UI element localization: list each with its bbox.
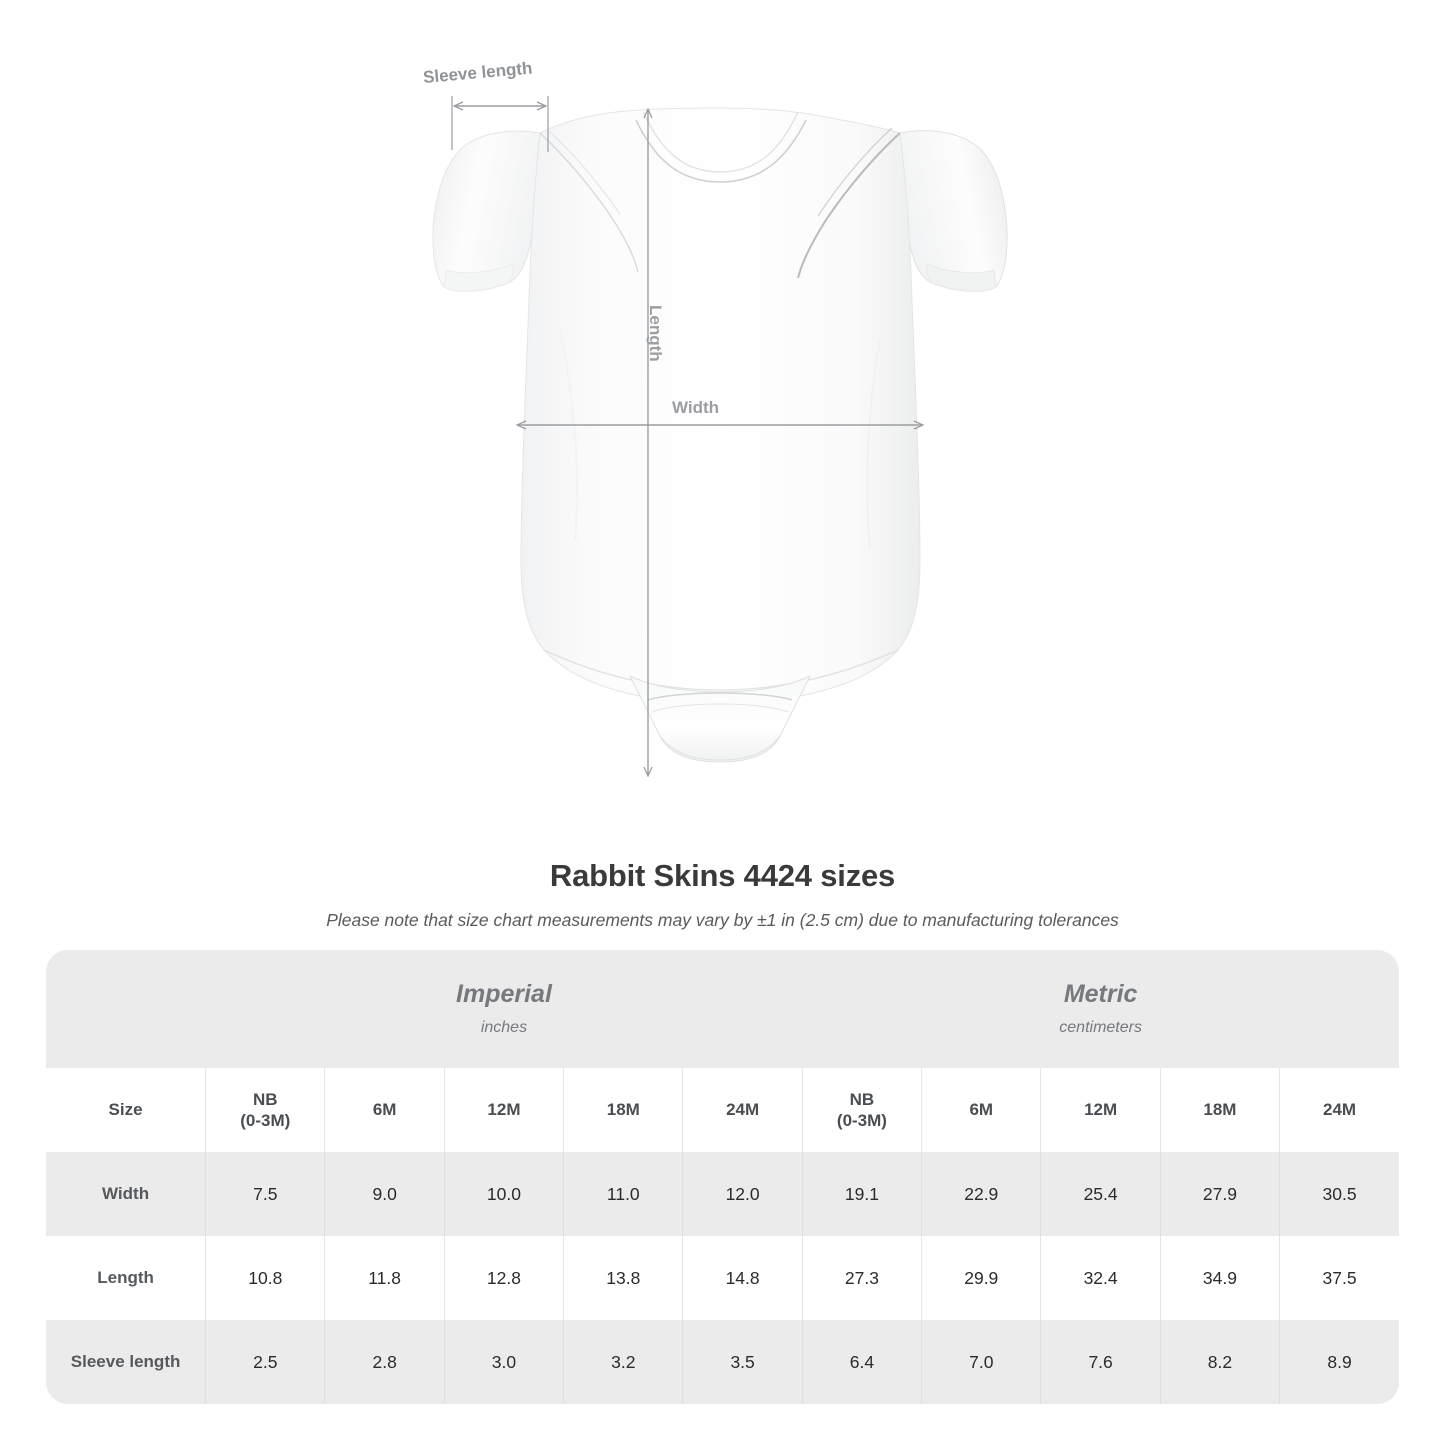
header-line1: 12M [487,1100,521,1120]
header-cell-imperial-nb: NB (0-3M) [205,1068,325,1152]
header-line2: (0-3M) [240,1111,291,1130]
cell-width-metric-18m: 27.9 [1159,1152,1280,1236]
cell-sleeve-metric-24m: 8.9 [1279,1320,1399,1404]
header-line1: 18M [606,1100,640,1120]
header-line1: NB [849,1089,875,1109]
row-label-width: Width [46,1152,206,1236]
cell-length-imperial-6m: 11.8 [324,1236,445,1320]
size-chart-table-wrapper: Imperial inches Metric centimeters Size … [46,950,1399,1404]
page-title: Rabbit Skins 4424 sizes [549,858,896,893]
length-label: Length [646,305,665,362]
cell-sleeve-metric-nb: 6.4 [801,1320,922,1404]
cell-length-imperial-12m: 12.8 [443,1236,564,1320]
cell-length-metric-12m: 32.4 [1040,1236,1161,1320]
row-label-sleeve-length: Sleeve length [46,1320,206,1404]
header-line1: 12M [1084,1100,1118,1120]
unit-banner-spacer [46,950,206,1068]
header-cell-size: Size [46,1068,206,1152]
header-cell-metric-18m: 18M [1159,1068,1280,1152]
cell-width-imperial-nb: 7.5 [205,1152,325,1236]
header-line1: NB [253,1089,278,1109]
size-chart-table: Imperial inches Metric centimeters Size … [46,950,1399,1404]
header-cell-imperial-12m: 12M [443,1068,564,1152]
header-cell-metric-6m: 6M [921,1068,1041,1152]
header-cell-metric-nb: NB (0-3M) [801,1068,922,1152]
cell-length-imperial-24m: 14.8 [682,1236,803,1320]
imperial-unit-sub: inches [480,1019,528,1037]
cell-width-metric-6m: 22.9 [921,1152,1041,1236]
header-cell-imperial-18m: 18M [563,1068,683,1152]
header-cell-imperial-6m: 6M [324,1068,445,1152]
imperial-unit-name: Imperial [456,979,552,1008]
row-label-length: Length [46,1236,206,1320]
metric-unit-cell: Metric centimeters [802,950,1399,1068]
header-line1: 6M [372,1100,397,1120]
cell-length-metric-6m: 29.9 [921,1236,1041,1320]
cell-width-metric-12m: 25.4 [1040,1152,1161,1236]
cell-width-metric-24m: 30.5 [1279,1152,1399,1236]
cell-length-imperial-nb: 10.8 [205,1236,325,1320]
cell-sleeve-imperial-24m: 3.5 [682,1320,803,1404]
header-cell-metric-12m: 12M [1040,1068,1161,1152]
width-label: Width [672,398,720,417]
cell-sleeve-imperial-nb: 2.5 [205,1320,325,1404]
cell-sleeve-metric-12m: 7.6 [1040,1320,1161,1404]
bodysuit-graphic [432,96,1008,830]
table-row: Width 7.5 9.0 10.0 11.0 12.0 19.1 22.9 2… [46,1152,1399,1236]
header-line1: 24M [726,1100,760,1120]
cell-width-metric-nb: 19.1 [801,1152,922,1236]
cell-sleeve-imperial-6m: 2.8 [324,1320,445,1404]
size-header-row: Size NB (0-3M) 6M 12M 18M 24M [46,1068,1399,1152]
table-row: Length 10.8 11.8 12.8 13.8 14.8 27.3 29.… [46,1236,1399,1320]
metric-unit-sub: centimeters [1059,1019,1142,1037]
header-cell-metric-24m: 24M [1279,1068,1399,1152]
cell-width-imperial-24m: 12.0 [682,1152,803,1236]
garment-illustration: Sleeve length Length Width [422,59,1008,830]
cell-length-metric-18m: 34.9 [1159,1236,1280,1320]
cell-length-metric-nb: 27.3 [801,1236,922,1320]
header-line1: 18M [1203,1100,1237,1120]
cell-width-imperial-18m: 11.0 [563,1152,683,1236]
header-line2: (0-3M) [836,1111,887,1130]
header-line1: Size [108,1100,143,1120]
cell-sleeve-imperial-18m: 3.2 [563,1320,683,1404]
cell-sleeve-imperial-12m: 3.0 [443,1320,564,1404]
cell-width-imperial-6m: 9.0 [324,1152,445,1236]
cell-width-imperial-12m: 10.0 [443,1152,564,1236]
cell-length-metric-24m: 37.5 [1279,1236,1399,1320]
header-line1: 24M [1323,1100,1357,1120]
tolerance-note: Please note that size chart measurements… [326,910,1119,930]
cell-sleeve-metric-6m: 7.0 [921,1320,1041,1404]
header-cell-imperial-24m: 24M [682,1068,803,1152]
cell-length-imperial-18m: 13.8 [563,1236,683,1320]
cell-sleeve-metric-18m: 8.2 [1159,1320,1280,1404]
title-block: Rabbit Skins 4424 sizes Please note that… [0,858,1445,931]
unit-banner-row: Imperial inches Metric centimeters [46,950,1399,1068]
imperial-unit-cell: Imperial inches [205,950,803,1068]
table-row: Sleeve length 2.5 2.8 3.0 3.2 3.5 6.4 7.… [46,1320,1399,1404]
metric-unit-name: Metric [1063,979,1138,1008]
header-line1: 6M [969,1100,994,1120]
